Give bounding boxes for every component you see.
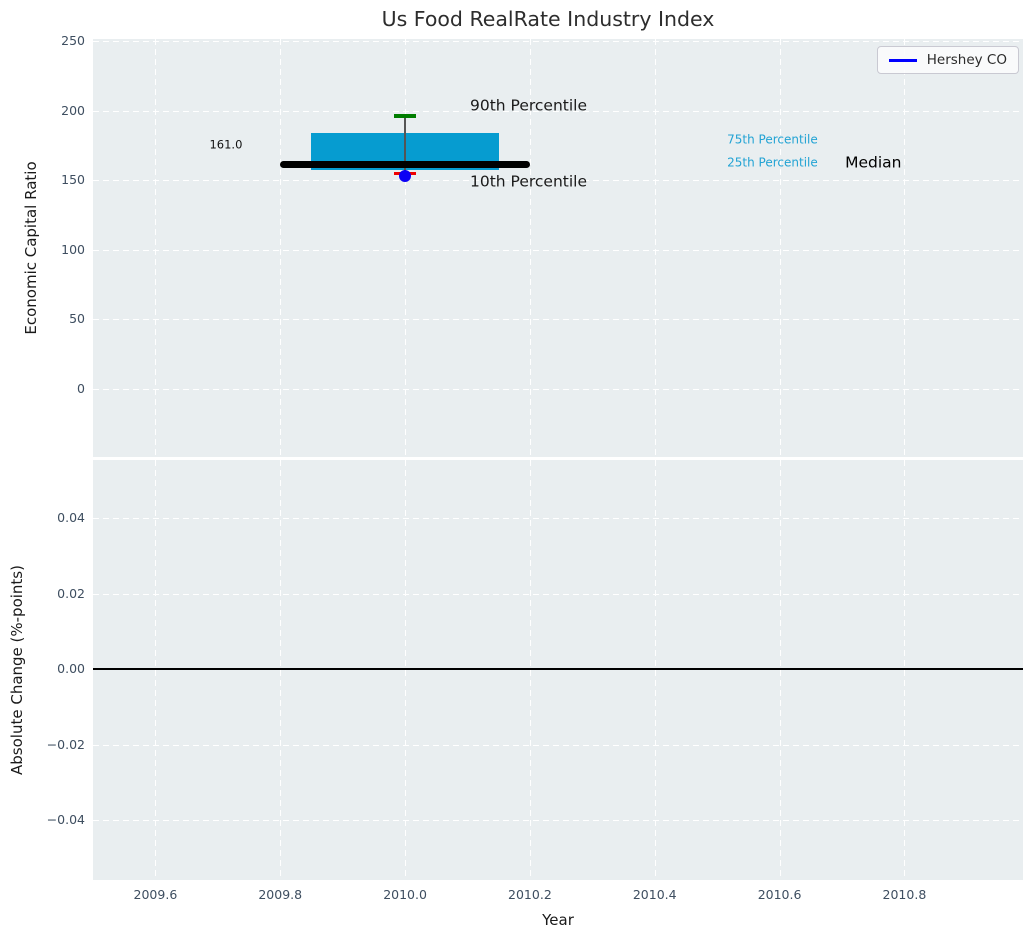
gridline-horizontal <box>93 388 1023 390</box>
y-tick-label: 150 <box>61 172 85 187</box>
annotation-median: Median <box>845 153 902 172</box>
gridline-vertical <box>405 39 407 457</box>
legend-line-sample <box>888 58 917 62</box>
y-tick-label: −0.04 <box>46 811 85 827</box>
x-tick-label: 2010.0 <box>383 887 427 902</box>
grid-layer-top <box>93 39 1023 457</box>
x-tick-label: 2010.2 <box>508 887 552 902</box>
x-tick-label: 2010.8 <box>882 887 927 902</box>
y-tick-label: 250 <box>61 32 85 48</box>
y-tick-label: 0.02 <box>57 585 85 601</box>
annotation-161-0: 161.0 <box>209 138 243 153</box>
gridline-vertical <box>904 39 906 457</box>
gridline-horizontal <box>93 41 1023 43</box>
annotation-10th-percentile: 10th Percentile <box>469 172 588 191</box>
x-axis-label: Year <box>542 911 574 929</box>
annotation-layer-top: 161.0 90th Percentile 10th Percentile 75th … <box>93 39 1023 457</box>
annotation-75th-percentile: 75th Percentile <box>727 132 818 147</box>
annotation-90th-percentile: 90th Percentile <box>469 96 588 115</box>
legend-label: Hershey CO <box>926 52 1007 68</box>
gridline-horizontal <box>93 110 1023 112</box>
gridline-horizontal <box>93 518 1023 520</box>
gridline-vertical <box>280 39 282 457</box>
y-tick-label: 100 <box>61 241 85 257</box>
chart-title: Us Food RealRate Industry Index <box>381 7 715 31</box>
y-tick-label: 0.04 <box>57 509 85 525</box>
y-tick-label: 0.00 <box>57 660 85 676</box>
p90-cap <box>394 114 416 119</box>
x-tick-label: 2010.4 <box>632 887 677 902</box>
gridline-horizontal <box>93 593 1023 595</box>
legend: Hershey CO <box>876 46 1019 74</box>
y-tick-label: 0 <box>77 380 85 396</box>
plot-area-bottom <box>93 460 1023 880</box>
gridline-vertical <box>654 39 656 457</box>
whisker-line <box>404 116 406 176</box>
y-tick-label: −0.02 <box>46 736 85 752</box>
gridline-vertical <box>779 39 781 457</box>
zero-line <box>93 668 1023 671</box>
gridline-vertical <box>155 39 157 457</box>
x-tick-label: 2010.6 <box>757 887 802 902</box>
gridline-horizontal <box>93 744 1023 746</box>
y-tick-label: 200 <box>61 102 85 118</box>
gridline-horizontal <box>93 319 1023 321</box>
x-tick-label: 2009.6 <box>133 887 178 902</box>
annotation-25th-percentile: 25th Percentile <box>727 155 818 170</box>
gridline-vertical <box>529 39 531 457</box>
gridline-horizontal <box>93 249 1023 251</box>
gridline-horizontal <box>93 180 1023 182</box>
x-tick-label: 2009.8 <box>258 887 303 902</box>
data-layer-top <box>93 39 1023 457</box>
gridline-horizontal <box>93 820 1023 821</box>
plot-area-top: 161.0 90th Percentile 10th Percentile 75th … <box>93 39 1023 457</box>
median-line <box>280 161 530 169</box>
y-tick-label: 50 <box>69 311 85 327</box>
company-point <box>399 170 412 182</box>
